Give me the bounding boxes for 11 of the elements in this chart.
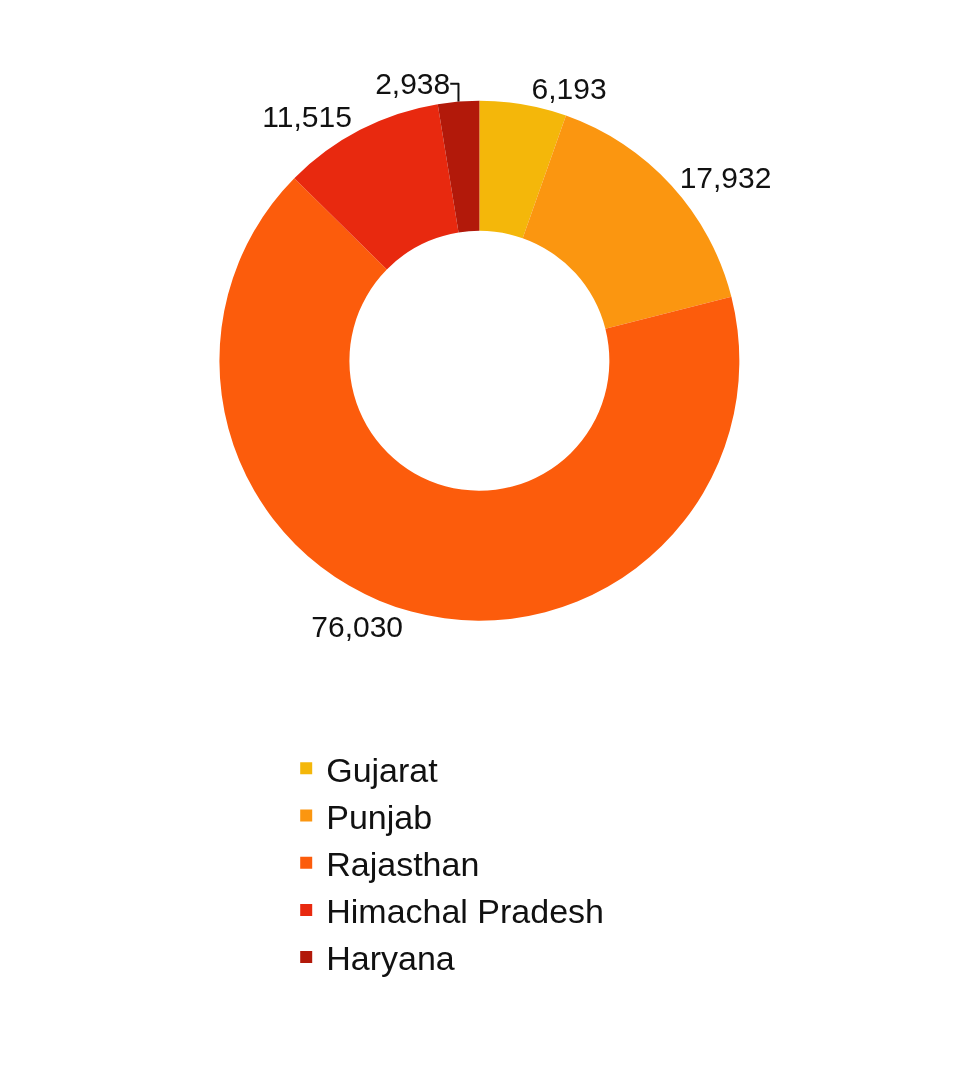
data-label: 2,938 [375,67,451,101]
donut-slice [437,100,480,233]
legend-label: Himachal Pradesh [326,892,604,931]
data-label: 6,193 [531,71,607,105]
legend-label: Gujarat [326,750,439,789]
data-label: 76,030 [311,610,404,644]
legend-label: Punjab [326,797,433,836]
legend-label: Rajasthan [326,844,480,883]
data-label: 11,515 [262,100,352,134]
legend-label: Haryana [326,939,455,978]
data-label: 17,932 [679,161,772,195]
